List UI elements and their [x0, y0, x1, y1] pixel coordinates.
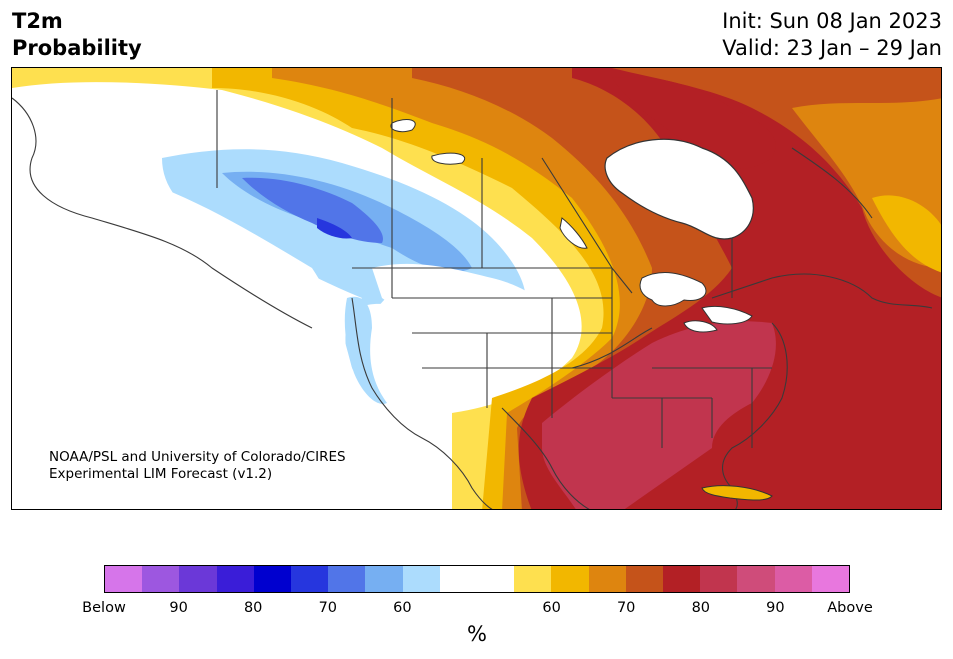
colorbar-unit: % [467, 622, 487, 646]
colorbar-tick-label: 80 [243, 600, 263, 616]
contour-neutral [372, 263, 553, 339]
colorbar-swatch [439, 566, 478, 592]
forecast-map [11, 67, 942, 510]
colorbar-swatch [105, 566, 143, 592]
colorbar-tick-label: 90 [169, 600, 188, 616]
colorbar-swatch [328, 566, 366, 592]
probability-contours [12, 68, 941, 509]
credit-line-2: Experimental LIM Forecast (v1.2) [49, 466, 273, 482]
colorbar-swatch [737, 566, 775, 592]
colorbar-swatch [551, 566, 589, 592]
colorbar-swatch [811, 566, 850, 592]
product-title: Probability [12, 36, 142, 60]
boundaries [12, 90, 933, 509]
contour-above-80-north [612, 77, 776, 169]
colorbar-swatch [291, 566, 329, 592]
colorbar-swatch [700, 566, 738, 592]
colorbar-swatch [514, 566, 552, 592]
credit-text: NOAA/PSL and University of Colorado/CIRE… [49, 449, 346, 483]
colorbar-swatch [253, 566, 292, 592]
contour-neutral-southwest [355, 303, 452, 509]
colorbar [104, 565, 850, 593]
colorbar-tick-label: 90 [766, 600, 785, 616]
init-date: Init: Sun 08 Jan 2023 [722, 9, 942, 33]
contour-pacific [12, 183, 372, 509]
colorbar-swatch [774, 566, 812, 592]
colorbar-swatch [142, 566, 180, 592]
valid-date: Valid: 23 Jan – 29 Jan [722, 36, 942, 60]
colorbar-tick-label: 80 [691, 600, 711, 616]
colorbar-tick-label: Above [827, 600, 873, 616]
credit-line-1: NOAA/PSL and University of Colorado/CIRE… [49, 449, 346, 465]
colorbar-swatch [625, 566, 664, 592]
colorbar-swatch [216, 566, 254, 592]
colorbar-swatch [402, 566, 440, 592]
colorbar-tick-label: 60 [393, 600, 412, 616]
hudson-bay [604, 138, 754, 240]
colorbar-tick-label: Below [82, 600, 126, 616]
colorbar-tick-label: 60 [542, 600, 561, 616]
colorbar-tick-label: 70 [318, 600, 338, 616]
colorbar-swatch [663, 566, 701, 592]
date-block: Init: Sun 08 Jan 2023 Valid: 23 Jan – 29… [722, 8, 942, 62]
contour-above-65-east [872, 195, 941, 273]
cuba [701, 485, 773, 501]
colorbar-swatch [365, 566, 403, 592]
great-lakes [639, 272, 753, 333]
colorbar-swatch [477, 566, 515, 592]
colorbar-swatch [588, 566, 626, 592]
contour-below-70 [242, 177, 383, 243]
contour-below-60 [162, 149, 526, 392]
colorbar-tick-label: 70 [616, 600, 636, 616]
title-block: T2m Probability [12, 8, 142, 62]
colorbar-swatch [179, 566, 217, 592]
variable-title: T2m [12, 9, 63, 33]
contour-below-75 [317, 218, 352, 239]
